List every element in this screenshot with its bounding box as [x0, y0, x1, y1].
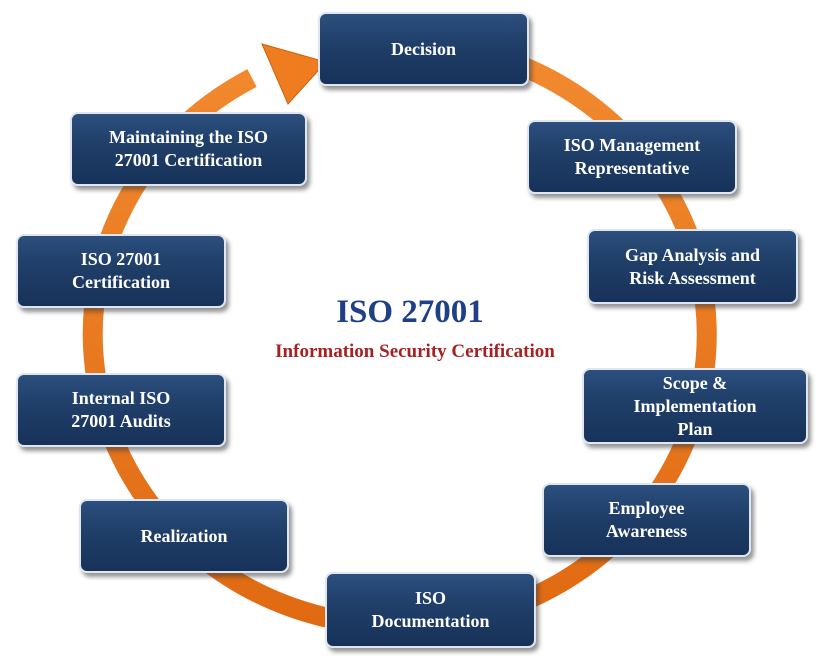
step-iso-documentation: ISO Documentation [325, 572, 536, 648]
step-internal-iso-audits: Internal ISO 27001 Audits [16, 373, 226, 447]
step-decision: Decision [318, 12, 529, 86]
step-maintaining-certification: Maintaining the ISO 27001 Certification [70, 112, 307, 186]
step-gap-analysis-risk-assessment: Gap Analysis and Risk Assessment [587, 229, 798, 304]
step-realization: Realization [79, 499, 289, 573]
step-scope-implementation-plan: Scope & Implementation Plan [582, 368, 808, 444]
step-iso-management-representative: ISO Management Representative [527, 120, 737, 194]
diagram-title: ISO 27001 [336, 294, 484, 330]
step-iso-certification: ISO 27001 Certification [16, 234, 226, 308]
diagram-subtitle: Information Security Certification [275, 341, 555, 362]
step-employee-awareness: Employee Awareness [542, 483, 751, 557]
cycle-arrowhead [261, 43, 327, 105]
